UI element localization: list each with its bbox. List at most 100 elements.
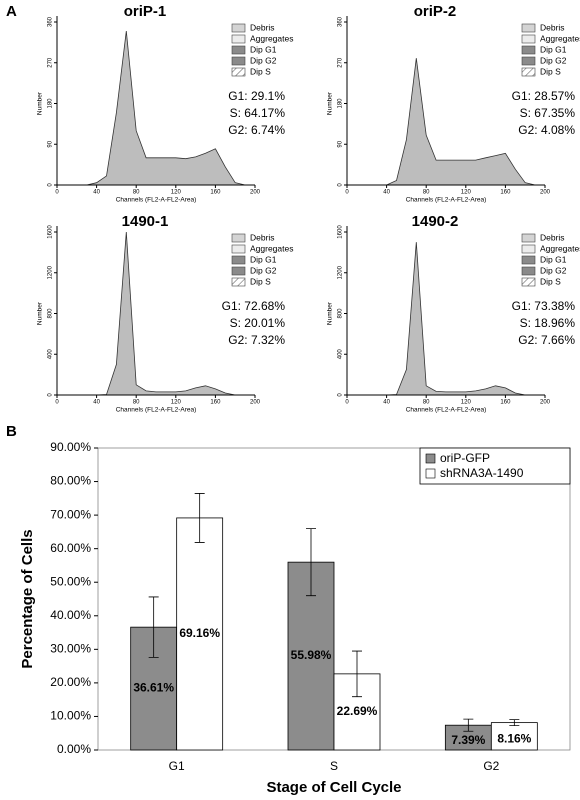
y-axis-label: Percentage of Cells [19, 529, 36, 668]
y-tick-label: 800 [48, 308, 54, 319]
legend-swatch [231, 244, 246, 254]
y-tick-label: 80.00% [50, 474, 91, 488]
y-tick-label: 1600 [48, 225, 54, 239]
legend-swatch [231, 255, 246, 265]
x-tick-label: 80 [423, 190, 430, 196]
y-tick-label: 180 [48, 98, 54, 109]
y-tick-label: 1600 [338, 225, 344, 239]
x-axis-label: Channels (FL2-A-FL2-Area) [116, 407, 197, 414]
legend-label: Dip G1 [540, 44, 567, 54]
legend-box [419, 447, 571, 485]
legend-swatch [231, 34, 246, 44]
stat-text: S: 20.01% [230, 316, 286, 330]
panel-label: A [6, 3, 17, 20]
legend-label: Dip S [540, 66, 561, 76]
legend-swatch [231, 233, 246, 243]
x-tick-label: 40 [93, 400, 100, 406]
legend-swatch [231, 23, 246, 33]
y-tick-label: 0.00% [57, 742, 91, 756]
x-tick-label: 120 [171, 190, 182, 196]
legend-label: Aggregates [250, 33, 293, 43]
value-label: 7.39% [451, 733, 485, 747]
chart-title: oriP-2 [414, 3, 457, 20]
y-tick-label: 360 [338, 16, 344, 27]
stat-text: G1: 73.38% [512, 299, 576, 313]
y-tick-label: 1200 [338, 265, 344, 279]
legend-label: Aggregates [250, 243, 293, 253]
stat-text: G1: 72.68% [222, 299, 286, 313]
stat-text: G2: 7.32% [228, 333, 285, 347]
legend-label: Dip G1 [540, 254, 567, 264]
chart-title: 1490-2 [412, 213, 459, 230]
stat-text: G1: 28.57% [512, 89, 576, 103]
chart-title: 1490-1 [122, 213, 169, 230]
legend-swatch [521, 255, 536, 265]
value-label: 69.16% [179, 626, 220, 640]
legend-label: Debris [540, 22, 565, 32]
value-label: 22.69% [337, 704, 378, 718]
x-axis-label: Channels (FL2-A-FL2-Area) [406, 407, 487, 414]
legend-swatch [231, 56, 246, 66]
stat-text: G2: 7.66% [518, 333, 575, 347]
legend-label: Dip G1 [250, 254, 277, 264]
y-tick-label: 20.00% [50, 675, 91, 689]
x-axis-label: Channels (FL2-A-FL2-Area) [116, 197, 197, 204]
y-tick-label: 50.00% [50, 574, 91, 588]
y-tick-label: 270 [48, 57, 54, 68]
y-tick-label: 800 [338, 308, 344, 319]
legend-label: Dip S [250, 66, 271, 76]
y-tick-label: 0 [338, 393, 344, 397]
legend-swatch [521, 277, 536, 287]
x-tick-label: 200 [540, 190, 551, 196]
x-tick-label: 200 [540, 400, 551, 406]
stat-text: G2: 4.08% [518, 123, 575, 137]
legend-swatch [521, 67, 536, 77]
y-tick-label: 0 [48, 183, 54, 187]
stat-text: S: 67.35% [520, 106, 576, 120]
legend-label: Dip G1 [250, 44, 277, 54]
x-tick-label: 160 [500, 400, 511, 406]
y-tick-label: 360 [48, 16, 54, 27]
legend-label: Aggregates [540, 33, 580, 43]
x-tick-label: 40 [93, 190, 100, 196]
value-label: 36.61% [133, 681, 174, 695]
x-tick-label: 80 [423, 400, 430, 406]
y-tick-label: 270 [338, 57, 344, 68]
x-tick-label: 160 [500, 190, 511, 196]
legend-label: Aggregates [540, 243, 580, 253]
y-tick-label: 60.00% [50, 541, 91, 555]
legend-label: Dip S [540, 276, 561, 286]
y-tick-label: 1200 [48, 265, 54, 279]
y-axis-label: Number [37, 301, 44, 325]
y-axis-label: Number [327, 301, 334, 325]
x-tick-label: 160 [210, 190, 221, 196]
legend-label: Dip S [250, 276, 271, 286]
legend-swatch [521, 233, 536, 243]
legend-label: Dip G2 [250, 55, 277, 65]
x-tick-label: 40 [383, 190, 390, 196]
y-tick-label: 90.00% [50, 440, 91, 454]
legend-swatch [521, 34, 536, 44]
x-tick-label: 120 [461, 400, 472, 406]
value-label: 55.98% [291, 648, 332, 662]
legend-swatch [231, 45, 246, 55]
legend-label: Debris [250, 232, 275, 242]
y-tick-label: 0 [48, 393, 54, 397]
legend-swatch [425, 468, 436, 479]
x-tick-label: S [330, 759, 338, 773]
legend-label: Dip G2 [540, 265, 567, 275]
chart-title: oriP-1 [124, 3, 167, 20]
legend-swatch [521, 266, 536, 276]
legend-swatch [425, 453, 436, 464]
stat-text: S: 18.96% [520, 316, 576, 330]
legend-label: Dip G2 [250, 265, 277, 275]
x-tick-label: 0 [55, 190, 59, 196]
x-tick-label: 160 [210, 400, 221, 406]
histogram-area [57, 31, 255, 186]
x-tick-label: 0 [55, 400, 59, 406]
x-tick-label: G2 [483, 759, 499, 773]
x-tick-label: 120 [461, 190, 472, 196]
legend-swatch [521, 244, 536, 254]
error-bar [194, 493, 205, 543]
